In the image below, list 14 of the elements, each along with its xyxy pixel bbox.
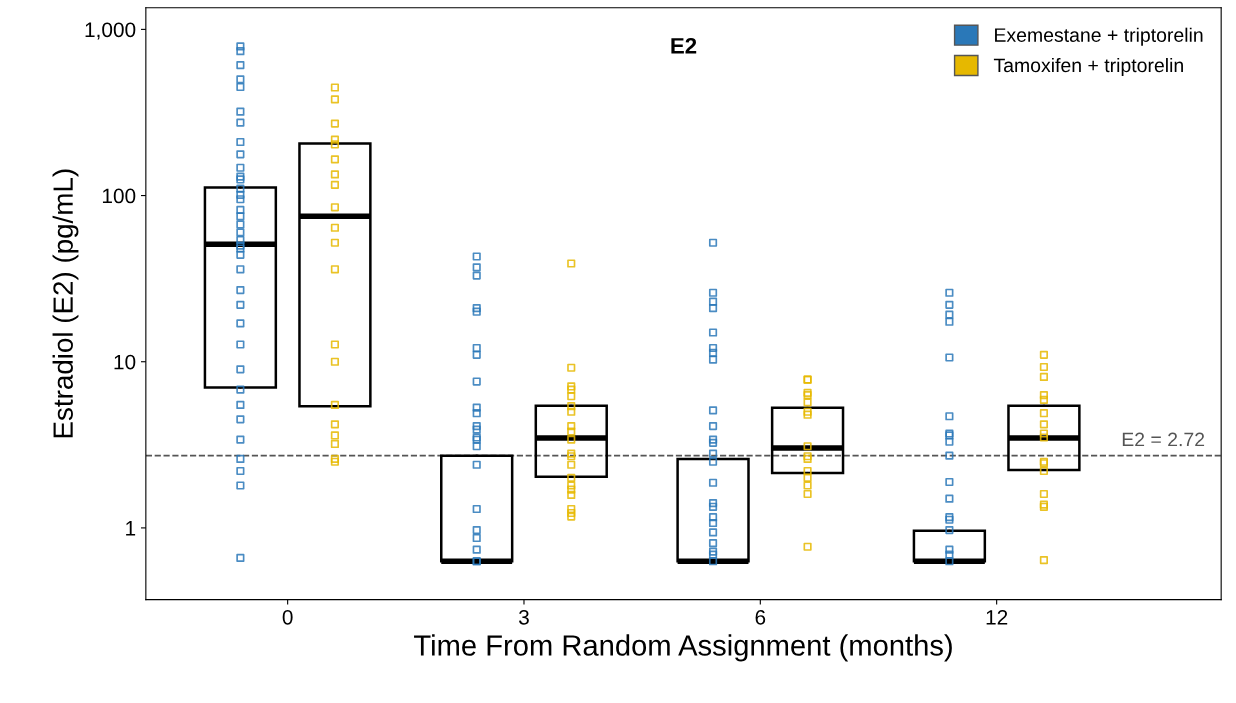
y-tick-label: 100 <box>102 188 136 204</box>
y-axis-title: Estradiol (E2) (pg/mL) <box>52 169 79 438</box>
legend-label: Tamoxifen + triptorelin <box>993 57 1183 77</box>
text: E2 <box>671 37 697 54</box>
x-tick-label: 0 <box>282 609 293 625</box>
x-tick-label: 3 <box>518 609 529 625</box>
legend-label: Exemestane + triptorelin <box>995 27 1203 46</box>
x-tick-label: 12 <box>986 609 1008 625</box>
y-tick-label: 1 <box>126 521 136 536</box>
x-axis-title: Time From Random Assignment (months) <box>414 634 952 662</box>
ref-line-label: E2 = 2.72 <box>1122 432 1205 447</box>
y-tick-label: 1,000 <box>85 22 136 40</box>
y-tick-label: 10 <box>114 354 136 370</box>
x-tick-label: 6 <box>755 609 766 625</box>
